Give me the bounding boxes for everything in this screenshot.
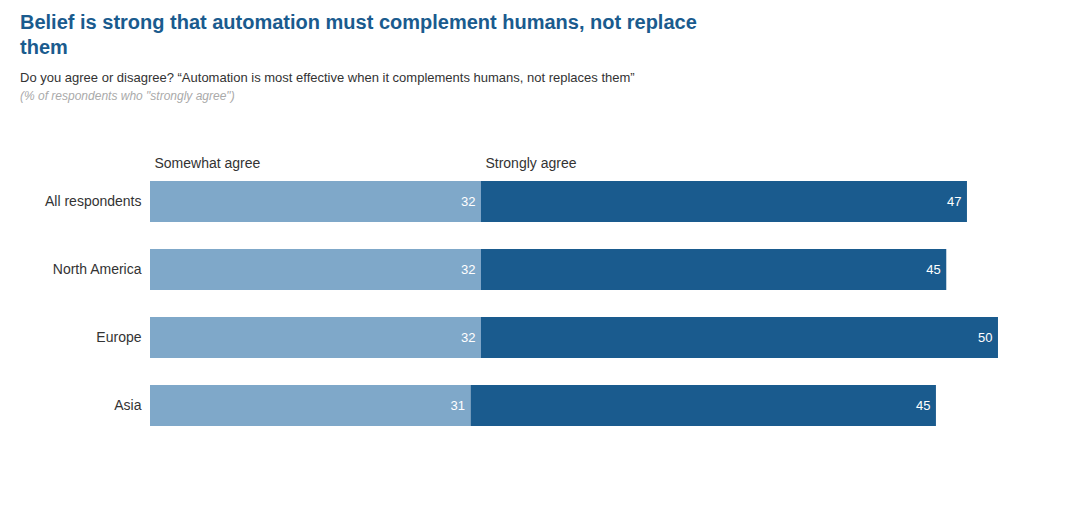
svg-text:North America: North America xyxy=(53,261,142,277)
svg-text:47: 47 xyxy=(947,194,961,209)
svg-text:45: 45 xyxy=(916,398,930,413)
svg-text:32: 32 xyxy=(461,194,475,209)
svg-text:Asia: Asia xyxy=(114,397,141,413)
svg-text:45: 45 xyxy=(926,262,940,277)
svg-text:32: 32 xyxy=(461,262,475,277)
html-text:(% of respondents who "strongl: (% of respondents who "strongly agree") xyxy=(20,89,235,103)
svg-text:50: 50 xyxy=(978,330,992,345)
svg-text:32: 32 xyxy=(461,330,475,345)
svg-text:31: 31 xyxy=(451,398,465,413)
svg-text:Europe: Europe xyxy=(96,329,141,345)
svg-text:All respondents: All respondents xyxy=(45,193,142,209)
html-text:Do you agree or disagree? “Aut: Do you agree or disagree? “Automation is… xyxy=(20,70,635,85)
svg-text:Somewhat agree: Somewhat agree xyxy=(155,155,261,171)
svg-text:Strongly agree: Strongly agree xyxy=(485,155,576,171)
html-text:Belief is strong that automati: Belief is strong that automation must co… xyxy=(20,11,697,58)
